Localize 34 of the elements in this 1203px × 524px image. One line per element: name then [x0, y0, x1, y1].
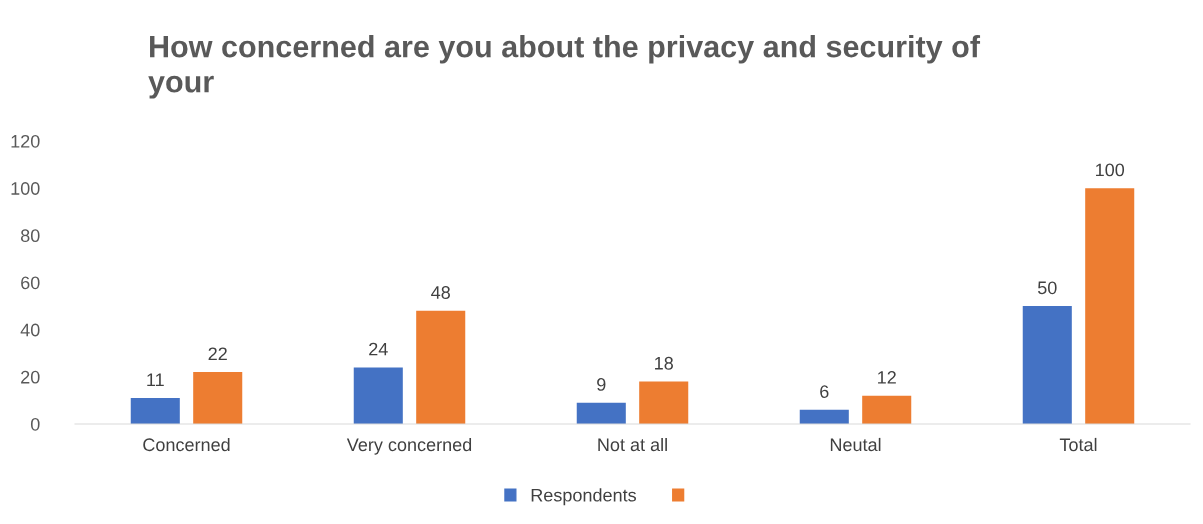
- y-tick-label: 20: [21, 370, 40, 384]
- data-label: 22: [208, 347, 227, 361]
- bar: [130, 398, 180, 424]
- bar: [1022, 306, 1072, 424]
- bar: [576, 402, 626, 424]
- data-label: 6: [820, 385, 829, 398]
- bar: [353, 367, 403, 424]
- bar: [862, 395, 912, 424]
- y-tick-label: 60: [21, 276, 40, 290]
- x-tick-label: Total: [1059, 437, 1097, 452]
- bar: [193, 372, 243, 424]
- x-tick-label: Concerned: [143, 437, 230, 452]
- bar: [416, 310, 466, 424]
- chart-title: How concerned are you about the privacy and security of your: [148, 35, 981, 99]
- y-tick-label: 100: [11, 182, 40, 195]
- y-tick-label: 80: [20, 229, 40, 243]
- data-label: 48: [431, 286, 450, 299]
- data-label: 9: [597, 378, 606, 391]
- y-tick-label: 120: [11, 134, 40, 148]
- data-label: 18: [655, 356, 673, 370]
- x-tick-label: Very concerned: [346, 437, 472, 455]
- data-label: 11: [147, 373, 164, 386]
- data-label: 100: [1096, 163, 1125, 177]
- data-label: 50: [1037, 281, 1057, 295]
- data-label: 24: [369, 342, 388, 356]
- y-tick-label: 40: [20, 323, 40, 337]
- x-tick-label: Neutal: [830, 437, 881, 452]
- x-tick-label: Not at all: [598, 437, 667, 452]
- legend-label: Respondents: [531, 488, 636, 506]
- bar: [799, 409, 849, 424]
- data-label: 12: [878, 371, 896, 384]
- y-tick-label: 0: [30, 417, 40, 431]
- bar: [1085, 188, 1135, 424]
- bar: [639, 381, 689, 424]
